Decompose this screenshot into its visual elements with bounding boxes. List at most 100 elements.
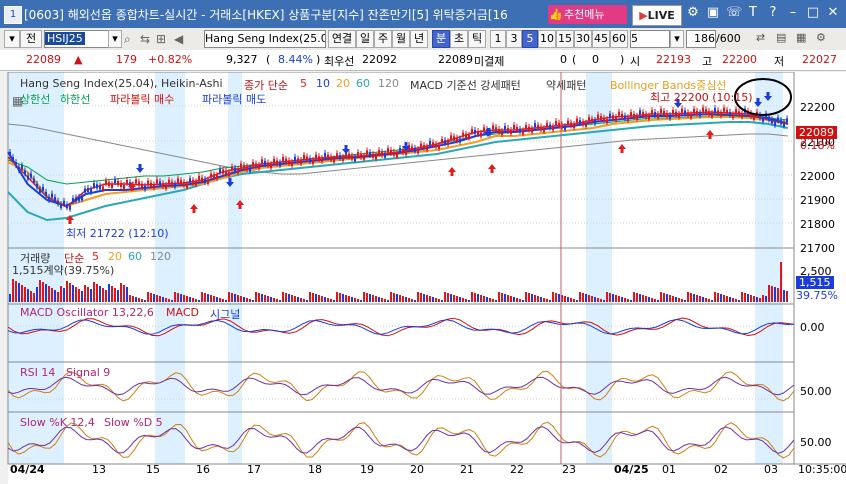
sar-buy-arrow [236, 200, 244, 209]
settings-icon[interactable]: ⚙ [687, 5, 699, 20]
candle-body [300, 160, 302, 165]
candle-body [681, 108, 683, 113]
unfilled-paren-close: ) [620, 53, 625, 66]
tab-tick[interactable]: 틱 [468, 30, 486, 48]
tab-day[interactable]: 일 [356, 30, 374, 48]
candle-body [177, 178, 179, 183]
volume-bar [303, 299, 305, 302]
candle-body [618, 111, 620, 116]
volume-bar [261, 294, 263, 302]
candle-body [777, 117, 779, 122]
period-3[interactable]: 3 [506, 30, 522, 48]
volume-bar [588, 295, 590, 302]
phone-icon[interactable]: ☏ [726, 5, 743, 20]
speaker-icon[interactable]: ◀ [174, 32, 184, 46]
candle-body [135, 179, 137, 184]
candle-body [627, 117, 629, 122]
volume-bar [531, 294, 533, 302]
candle-body [342, 156, 344, 161]
candle-body [705, 109, 707, 114]
volume-bar [108, 284, 110, 302]
count-input[interactable]: 186 [686, 30, 716, 48]
candle-body [123, 185, 125, 189]
current-price-badge: 22089 [796, 126, 837, 139]
period-60[interactable]: 60 [610, 30, 628, 48]
volume-bar [675, 297, 677, 302]
t-icon[interactable]: T [749, 5, 757, 20]
search-icon[interactable]: ⌕ [124, 32, 131, 46]
volume-bar [36, 287, 38, 302]
period-15[interactable]: 15 [556, 30, 574, 48]
candle-body [330, 156, 332, 161]
volume-bar [657, 300, 659, 302]
grid-icon[interactable]: ⊞ [156, 32, 167, 46]
tab-minute[interactable]: 분 [432, 30, 450, 48]
volume-ma60: 60 [128, 250, 142, 263]
candle-body [393, 151, 395, 156]
volume-bar [759, 298, 761, 302]
swap-icon[interactable]: ⇆ [140, 32, 151, 46]
volume-bar [228, 292, 230, 302]
candle-body [186, 183, 188, 188]
candle-body [165, 185, 167, 189]
volume-bar [78, 289, 80, 302]
volume-bar [591, 296, 593, 302]
period-10[interactable]: 10 [538, 30, 556, 48]
code-dropdown-icon[interactable]: ▾ [108, 30, 122, 48]
tab-week[interactable]: 주 [374, 30, 392, 48]
rsi-title: RSI 14 [20, 366, 56, 379]
recommend-menu-button[interactable]: 👍추천메뉴 [548, 5, 627, 24]
minimize-icon[interactable]: – [789, 5, 797, 20]
x-axis-label: 01 [662, 463, 676, 476]
candle-body [72, 198, 74, 203]
period-input[interactable]: 5 [630, 30, 670, 48]
period-45[interactable]: 45 [592, 30, 610, 48]
price-tick: 22200 [800, 101, 835, 114]
close-icon[interactable]: ✕ [827, 5, 839, 20]
period-1[interactable]: 1 [490, 30, 506, 48]
candle-body [315, 154, 317, 159]
low-label: 저 [774, 55, 785, 68]
period-dropdown-icon[interactable]: ▾ [670, 30, 684, 48]
tab-year[interactable]: 년 [410, 30, 428, 48]
candle-body [762, 117, 764, 122]
lock-icon[interactable]: ▣ [706, 5, 720, 20]
dropdown-toggle[interactable]: ▾ [4, 30, 20, 48]
period-30[interactable]: 30 [574, 30, 592, 48]
tab-second[interactable]: 초 [450, 30, 468, 48]
volume-bar [513, 297, 515, 302]
tab-continuous[interactable]: 연결 [328, 30, 356, 48]
candle-body [462, 132, 464, 137]
chart-canvas[interactable] [0, 72, 846, 484]
volume-bar [156, 295, 158, 302]
chart-grid-icon[interactable]: ▦ [12, 94, 24, 108]
zoom-icon[interactable]: ⇄ [756, 31, 766, 44]
candle-body [552, 126, 554, 131]
sar-sell-arrow [226, 178, 234, 187]
volume-bar [114, 288, 116, 302]
config-icon[interactable]: ⚙ [816, 31, 826, 44]
candle-body [270, 164, 272, 169]
volume-bar [627, 299, 629, 302]
code-input[interactable]: HSIJ25 [44, 30, 118, 48]
maximize-icon[interactable]: □ [806, 5, 820, 20]
candle-body [96, 184, 98, 189]
mode-button[interactable]: 전 [20, 30, 42, 48]
volume-tick: 2,500 [800, 265, 832, 278]
print-icon[interactable]: ▦ [796, 31, 807, 44]
live-button[interactable]: ▶LIVE [632, 5, 682, 26]
sar-buy-arrow [190, 204, 198, 213]
candle-body [27, 175, 29, 180]
volume-bar [555, 293, 557, 302]
volume-bar [528, 293, 530, 302]
save-icon[interactable]: ▤ [776, 31, 787, 44]
candle-body [564, 126, 566, 131]
volume-bar [24, 287, 26, 302]
help-icon[interactable]: ? [769, 5, 777, 20]
volume-value: 9,327 [226, 53, 258, 66]
period-5[interactable]: 5 [522, 30, 538, 48]
volume-bar [375, 296, 377, 302]
bb-upper-label: 상한선 [20, 93, 51, 106]
tab-month[interactable]: 월 [392, 30, 410, 48]
candle-body [753, 115, 755, 120]
